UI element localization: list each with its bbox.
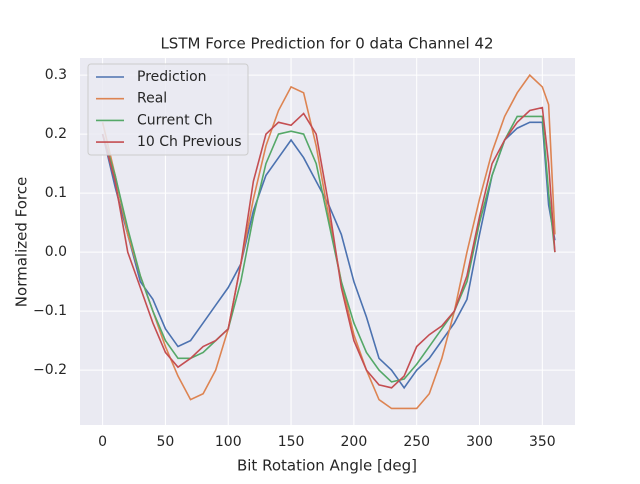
y-tick-label: 0.2 [45, 126, 67, 142]
legend-label: Real [137, 91, 167, 107]
legend-label: Prediction [137, 69, 207, 85]
x-tick-label: 350 [529, 434, 556, 450]
x-tick-label: 200 [341, 434, 368, 450]
x-tick-label: 50 [157, 434, 175, 450]
series-line [101, 115, 556, 383]
x-tick-label: 250 [403, 434, 430, 450]
y-tick-label: −0.2 [33, 362, 67, 378]
y-tick-label: 0.1 [45, 185, 67, 201]
y-axis-label: Normalized Force [13, 177, 31, 307]
x-tick-label: 0 [98, 434, 107, 450]
y-tick-label: −0.1 [33, 303, 67, 319]
chart-title: LSTM Force Prediction for 0 data Channel… [160, 35, 493, 53]
y-tick-label: 0.3 [45, 67, 67, 83]
x-tick-label: 300 [466, 434, 493, 450]
legend-label: Current Ch [137, 112, 213, 128]
x-tick-label: 100 [215, 434, 242, 450]
legend-label: 10 Ch Previous [137, 134, 242, 150]
series-line [101, 106, 556, 389]
x-axis-label: Bit Rotation Angle [deg] [237, 457, 417, 475]
x-tick-label: 150 [278, 434, 305, 450]
legend-box [87, 63, 249, 156]
y-tick-label: 0.0 [45, 244, 67, 260]
